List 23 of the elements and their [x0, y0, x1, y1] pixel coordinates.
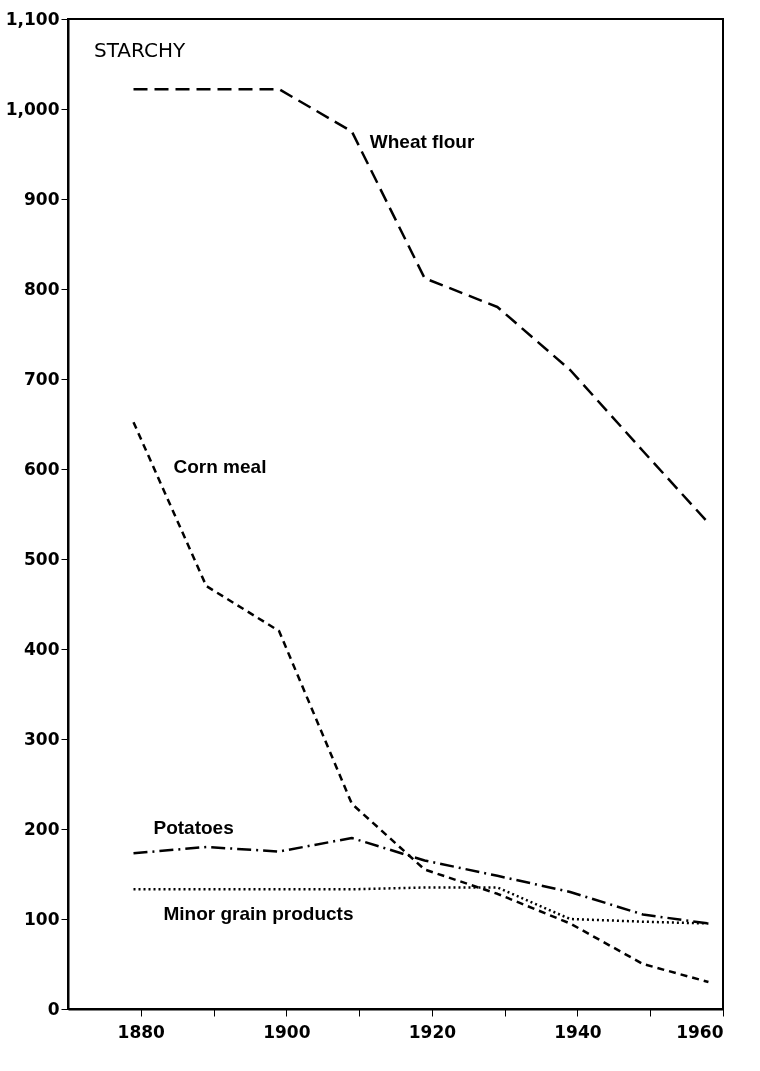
- series-label: Wheat flour: [369, 130, 475, 152]
- y-tick-label: 0: [47, 998, 60, 1019]
- y-tick-label: 100: [24, 908, 60, 929]
- x-tick-label: 1880: [117, 1021, 166, 1042]
- y-tick-label: 1,000: [5, 98, 60, 119]
- series-label: Minor grain products: [163, 903, 354, 925]
- y-tick-label: 500: [24, 548, 60, 569]
- series-label: Corn meal: [173, 456, 267, 478]
- y-tick-label: 200: [24, 818, 60, 839]
- y-tick-label: 400: [24, 638, 60, 659]
- y-tick-label: 900: [24, 188, 60, 209]
- text: STARCHY: [94, 38, 186, 62]
- x-tick-label: 1920: [408, 1021, 457, 1042]
- y-tick-label: 300: [24, 728, 60, 749]
- x-tick-label: 1960: [676, 1021, 724, 1042]
- y-tick-label: 800: [24, 278, 60, 299]
- y-tick-label: 700: [24, 368, 60, 389]
- x-tick-label: 1900: [263, 1021, 311, 1042]
- x-tick-label: 1940: [554, 1021, 602, 1042]
- y-tick-label: 600: [24, 458, 60, 479]
- y-tick-label: 1,100: [5, 8, 60, 29]
- series-label: Potatoes: [153, 817, 234, 839]
- line-series: [132, 420, 710, 984]
